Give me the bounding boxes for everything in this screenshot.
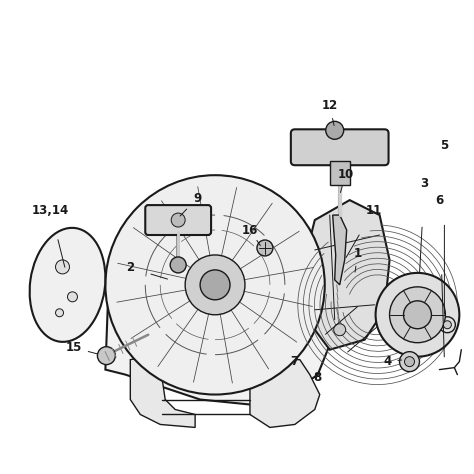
Text: 4: 4 [383,355,392,368]
Circle shape [403,301,431,329]
Polygon shape [333,215,346,285]
Polygon shape [250,360,320,428]
Circle shape [55,260,70,274]
Text: 11: 11 [365,203,382,217]
Circle shape [404,356,414,366]
Ellipse shape [29,228,105,342]
Text: 3: 3 [420,177,428,190]
Circle shape [334,224,346,236]
Circle shape [400,352,419,372]
Circle shape [375,273,459,356]
Circle shape [443,321,451,329]
Polygon shape [130,355,195,428]
Circle shape [98,346,115,365]
Circle shape [55,309,64,317]
Text: 10: 10 [337,168,354,181]
Circle shape [257,240,273,256]
Text: 12: 12 [321,99,338,112]
Text: 1: 1 [354,247,362,260]
Circle shape [334,324,346,336]
Polygon shape [105,192,335,404]
Text: 13,14: 13,14 [32,203,69,217]
Circle shape [105,175,325,394]
Text: 2: 2 [126,261,134,274]
Text: 16: 16 [242,224,258,237]
Circle shape [67,292,77,302]
Circle shape [170,257,186,273]
Polygon shape [310,200,390,350]
Circle shape [200,270,230,300]
FancyBboxPatch shape [145,205,211,235]
Circle shape [185,255,245,315]
Polygon shape [330,161,350,185]
Text: 8: 8 [314,371,322,384]
Text: 9: 9 [193,191,201,205]
Text: 7: 7 [290,355,298,368]
Circle shape [390,287,446,343]
Circle shape [326,121,344,139]
Text: 5: 5 [440,139,448,152]
FancyBboxPatch shape [291,129,389,165]
Text: 15: 15 [65,341,82,354]
Text: 6: 6 [435,193,444,207]
Circle shape [171,213,185,227]
